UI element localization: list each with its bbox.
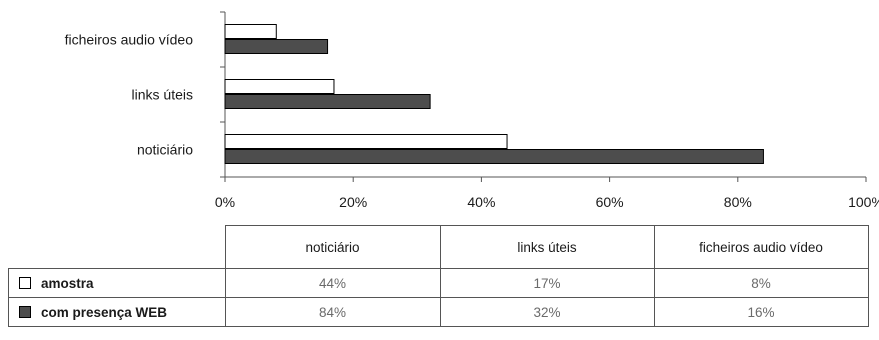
data-table-header-links-uteis: links úteis [439,225,655,269]
data-table-row-com-presenca-web: com presença WEB 84% 32% 16% [8,297,869,327]
x-tick-label: 40% [467,194,495,210]
bar-amostra-links-uteis [224,79,335,94]
legend-label-com-presenca-web: com presença WEB [41,304,168,320]
bar-com-presenca-web-noticiario [224,149,764,164]
data-table: noticiário links úteis ficheiros audio v… [8,225,869,327]
bar-amostra-ficheiros-audio-video [224,24,277,39]
x-tick-label: 100% [848,194,879,210]
data-table-row-amostra: amostra 44% 17% 8% [8,268,869,298]
y-category-label-links-uteis: links úteis [132,87,193,103]
data-table-cell-amostra-links-uteis: 17% [439,268,655,298]
data-table-cell-web-ficheiros: 16% [653,297,869,327]
x-tick-label: 80% [724,194,752,210]
x-tick-label: 0% [215,194,235,210]
bar-amostra-noticiario [224,134,508,149]
data-table-series-com-presenca-web: com presença WEB [8,297,226,327]
bar-com-presenca-web-links-uteis [224,94,431,109]
data-table-cell-web-links-uteis: 32% [439,297,655,327]
legend-swatch-com-presenca-web [19,305,31,318]
y-category-label-noticiario: noticiário [137,142,193,158]
data-table-corner [9,226,226,269]
labels-layer: 0% 20% 40% 60% 80% 100% noticiário links úteis f… [65,32,879,211]
data-table-series-amostra: amostra [8,268,226,298]
data-table-cell-web-noticiario: 84% [224,297,441,327]
x-tick-label: 60% [596,194,624,210]
legend-swatch-amostra [19,276,31,289]
bars-layer [224,24,764,164]
data-table-header-row: noticiário links úteis ficheiros audio v… [9,225,869,269]
data-table-cell-amostra-noticiario: 44% [224,268,441,298]
x-tick-label: 20% [339,194,367,210]
data-table-header-noticiario: noticiário [224,225,441,269]
data-table-header-ficheiros-audio-video: ficheiros audio vídeo [653,225,869,269]
y-category-label-ficheiros-audio-video: ficheiros audio vídeo [65,32,194,48]
bar-com-presenca-web-ficheiros-audio-video [224,39,329,54]
legend-label-amostra: amostra [41,275,94,291]
bar-chart: 0% 20% 40% 60% 80% 100% noticiário links úteis f… [65,11,879,211]
data-table-cell-amostra-ficheiros: 8% [653,268,869,298]
